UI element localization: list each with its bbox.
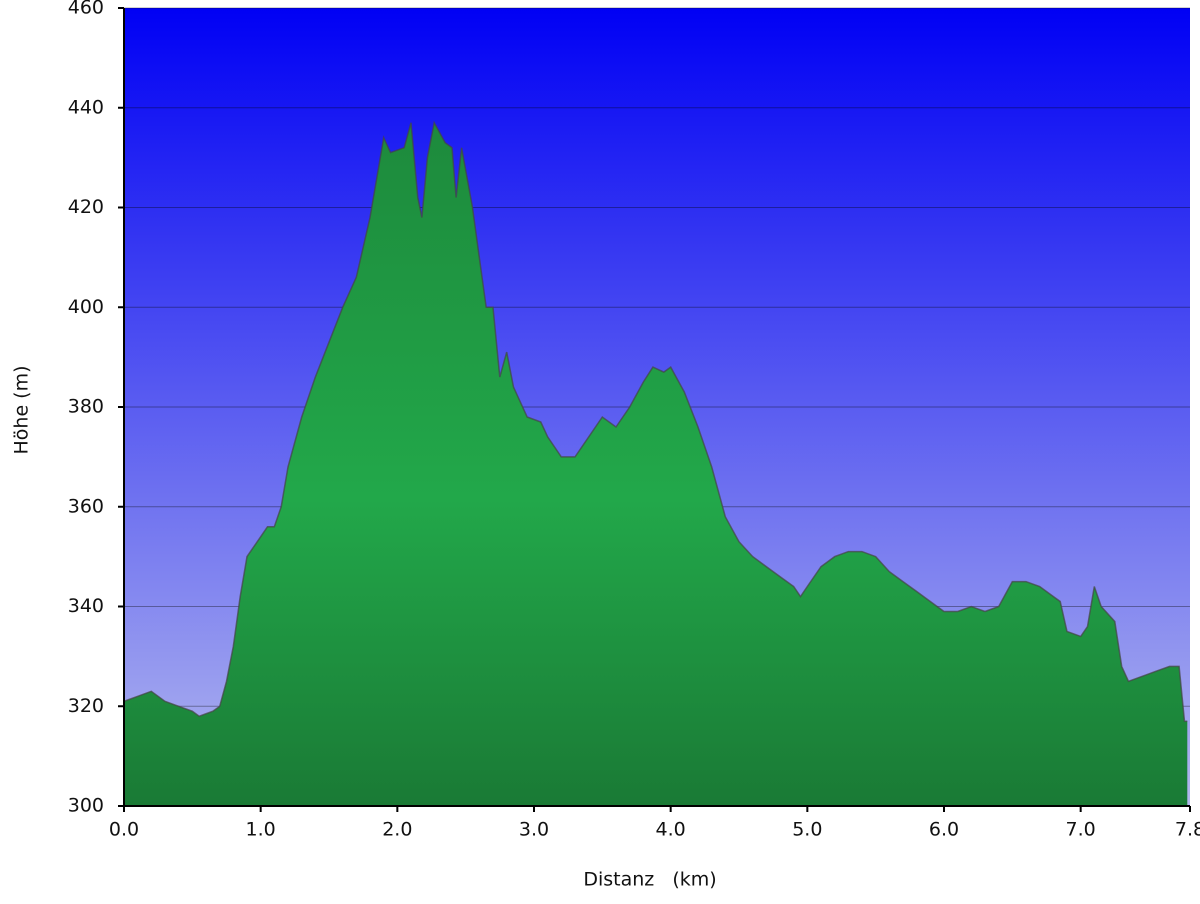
y-tick-label: 420: [68, 196, 104, 218]
y-tick-label: 300: [68, 795, 104, 817]
x-tick-label: 5.0: [792, 819, 822, 841]
x-tick-label: 0.0: [109, 819, 139, 841]
y-tick-label: 360: [68, 495, 104, 517]
y-tick-label: 380: [68, 396, 104, 418]
x-tick-label: 1.0: [246, 819, 276, 841]
y-tick-label: 340: [68, 595, 104, 617]
x-tick-label: 7.8: [1175, 819, 1200, 841]
x-axis-label: Distanz (km): [583, 869, 716, 891]
y-tick-label: 440: [68, 96, 104, 118]
x-tick-label: 6.0: [929, 819, 959, 841]
x-tick-label: 3.0: [519, 819, 549, 841]
y-tick-label: 460: [68, 0, 104, 19]
y-tick-label: 400: [68, 296, 104, 318]
y-tick-label: 320: [68, 695, 104, 717]
y-axis-label: Höhe (m): [11, 365, 33, 454]
elevation-line: [123, 120, 1188, 722]
x-tick-label: 7.0: [1066, 819, 1096, 841]
elevation-area: [124, 122, 1188, 806]
x-tick-label: 4.0: [656, 819, 686, 841]
x-tick-label: 2.0: [382, 819, 412, 841]
